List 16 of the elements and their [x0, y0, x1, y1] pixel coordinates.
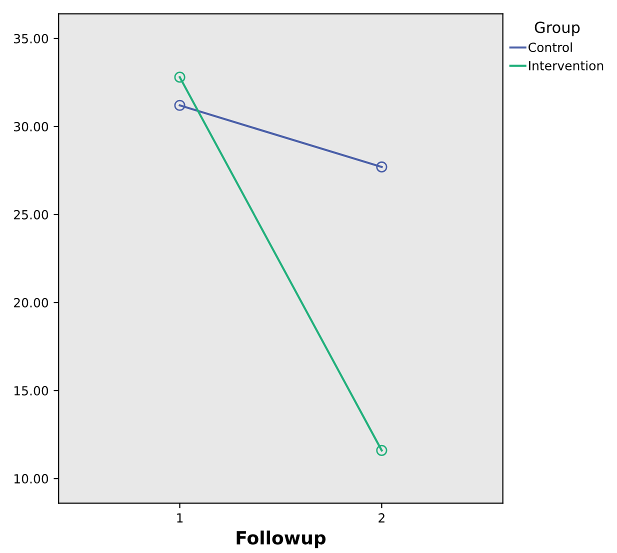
y-tick-label: 35.00 — [14, 34, 48, 44]
y-tick-label: 20.00 — [14, 298, 48, 308]
point — [376, 444, 388, 456]
point — [376, 161, 388, 173]
x-tick-label: 2 — [378, 513, 384, 522]
point — [174, 100, 186, 111]
y-tick-label: 30.00 — [14, 122, 48, 132]
legend-label: Control — [528, 42, 572, 52]
x-axis-title: Followup — [236, 530, 326, 548]
x-tick-label: 1 — [177, 513, 183, 522]
y-tick-label: 10.00 — [14, 474, 48, 484]
legend-label: Intervention — [529, 60, 604, 70]
point — [174, 72, 186, 83]
y-tick-label: 15.00 — [14, 386, 48, 396]
legend-title: Group — [534, 22, 580, 36]
y-tick-label: 25.00 — [14, 210, 48, 220]
